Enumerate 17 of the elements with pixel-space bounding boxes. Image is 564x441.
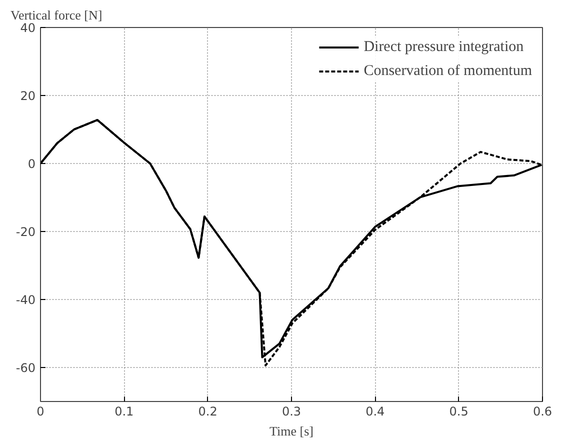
- legend-label: Direct pressure integration: [364, 38, 524, 56]
- x-tick-label: 0.5: [449, 404, 468, 418]
- y-tick-label: -40: [16, 293, 36, 307]
- y-tick-label: -60: [16, 361, 36, 375]
- y-tick-label: -20: [16, 225, 36, 239]
- x-tick-label: 0: [36, 404, 44, 418]
- x-tick-label: 0.1: [114, 404, 134, 418]
- legend-label: Conservation of momentum: [364, 62, 532, 80]
- y-tick-label: 0: [28, 157, 36, 171]
- x-tick-label: 0.2: [198, 404, 218, 418]
- x-axis-title: Time [s]: [270, 424, 314, 438]
- x-tick-label: 0.4: [366, 404, 385, 418]
- x-tick-label: 0.3: [282, 404, 302, 418]
- y-tick-label: 20: [20, 89, 36, 103]
- y-axis-title: Vertical force [N]: [10, 8, 102, 22]
- x-tick-label: 0.6: [532, 404, 552, 418]
- y-tick-label: 40: [20, 21, 36, 35]
